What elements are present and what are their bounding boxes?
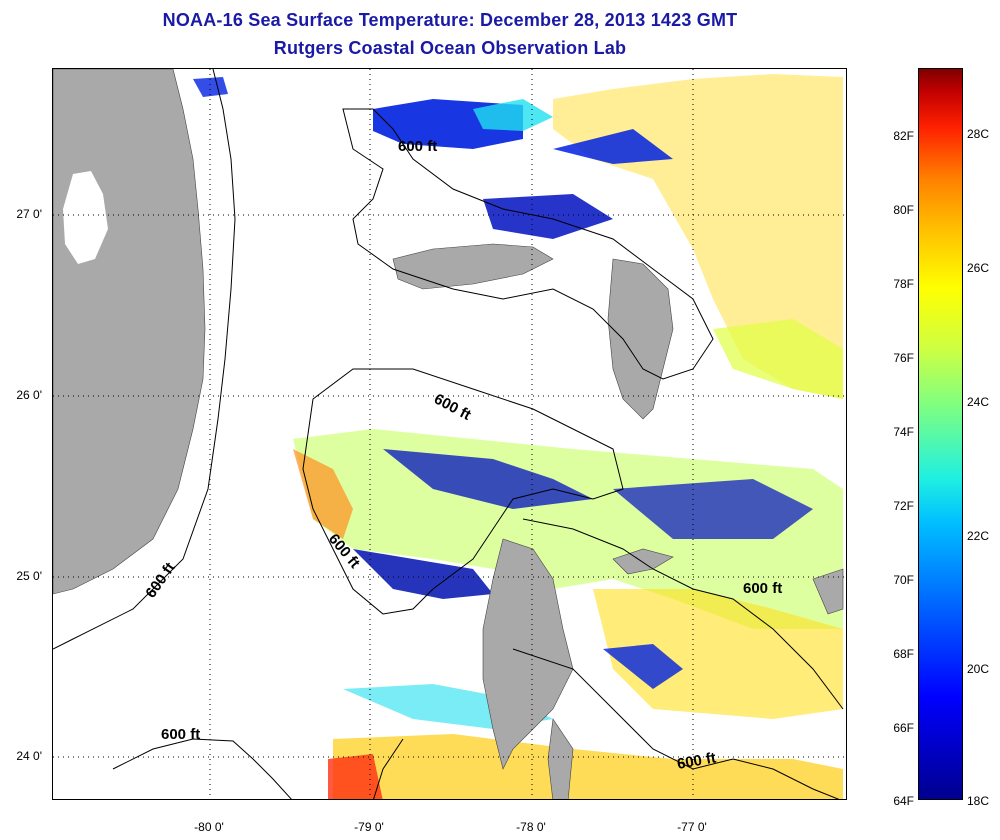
colorbar-f-label: 70F	[893, 573, 914, 587]
lon-label: -79 0'	[354, 820, 384, 834]
contour-label: 600 ft	[431, 391, 474, 424]
contour-label: 600 ft	[142, 559, 178, 601]
lat-label: 27 0'	[16, 207, 42, 221]
colorbar-f-label: 80F	[893, 203, 914, 217]
colorbar-c-label: 24C	[967, 395, 990, 409]
colorbar-f-label: 68F	[893, 647, 914, 661]
colorbar-f-label: 78F	[893, 277, 914, 291]
colorbar-f-label: 64F	[893, 794, 914, 808]
colorbar-f-label: 76F	[893, 351, 914, 365]
graticule	[53, 69, 846, 799]
contour-label: 600 ft	[743, 580, 782, 597]
lake-okeechobee	[63, 171, 108, 264]
lat-label: 26 0'	[16, 388, 42, 402]
lat-label: 24 0'	[16, 749, 42, 763]
contour-label: 600 ft	[676, 749, 718, 773]
colorbar-c-label: 18C	[967, 794, 990, 808]
lon-label: -78 0'	[516, 820, 546, 834]
sst-map: 600 ft 600 ft 600 ft 600 ft 600 ft 600 f…	[52, 68, 847, 800]
sst-data-layer	[193, 74, 843, 799]
lat-label: 25 0'	[16, 569, 42, 583]
lon-label: -77 0'	[677, 820, 707, 834]
lon-label: -80 0'	[194, 820, 224, 834]
colorbar-c-label: 26C	[967, 261, 990, 275]
contour-label: 600 ft	[398, 138, 437, 155]
colorbar-c-label: 28C	[967, 127, 990, 141]
colorbar-c-label: 22C	[967, 529, 990, 543]
colorbar-f-label: 72F	[893, 499, 914, 513]
contour-label: 600 ft	[161, 726, 200, 743]
colorbar-f-label: 74F	[893, 425, 914, 439]
map-title: NOAA-16 Sea Surface Temperature: Decembe…	[162, 10, 738, 30]
colorbar-f-label: 66F	[893, 721, 914, 735]
colorbar-f-label: 82F	[893, 129, 914, 143]
colorbar-c-label: 20C	[967, 662, 990, 676]
temperature-colorbar	[918, 68, 963, 800]
map-subtitle: Rutgers Coastal Ocean Observation Lab	[273, 38, 627, 58]
